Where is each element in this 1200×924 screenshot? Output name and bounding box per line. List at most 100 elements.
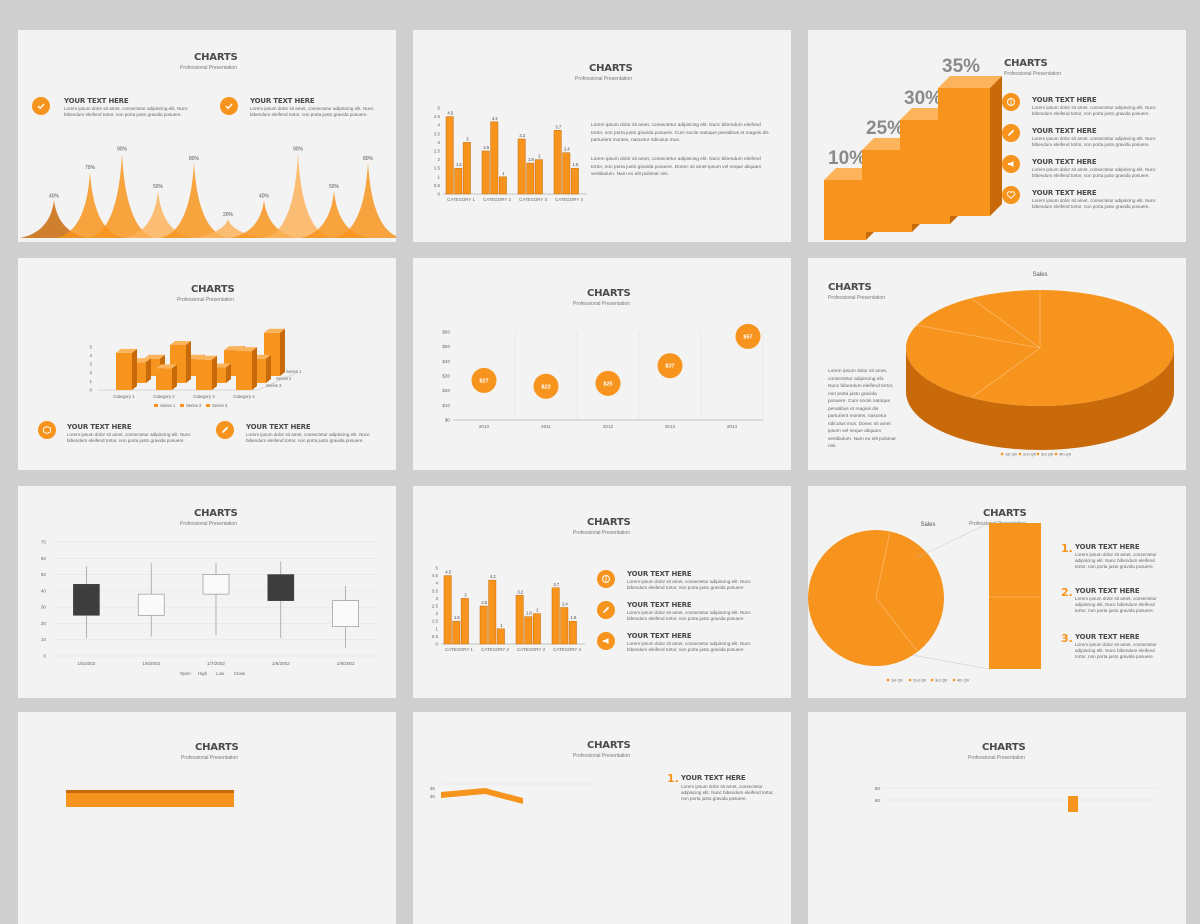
data-label: 1.8 (526, 611, 532, 616)
y-tick-label: 4 (89, 353, 92, 358)
bar-top (116, 348, 137, 353)
data-label: 3.2 (517, 589, 523, 594)
item-text: Lorem ipsum dolor sit amet, consectetur … (627, 579, 751, 590)
y-tick-label: 0 (89, 388, 92, 393)
item-heading: YOUR TEXT HERE (681, 774, 746, 782)
bubble (471, 367, 497, 393)
y-tick-label: $0 (445, 418, 451, 423)
area-peak (88, 153, 156, 238)
depth-label: Series 2 (276, 376, 292, 381)
bar (534, 159, 543, 195)
data-label: $23 (541, 384, 550, 390)
bar (562, 152, 571, 195)
candlestick-chart: 0 10 20 30 40 50 60 70 1/5/2002 1/6/2002 1/7/2002 1… (41, 540, 378, 676)
paragraph: Lorem ipsum dolor sit amet, consectetur … (828, 369, 896, 449)
x-tick-label: 1/7/2002 (207, 661, 225, 666)
slide-9[interactable]: CHARTS Professional Presentation Sales1s… (808, 486, 1186, 698)
x-tick-label: 2011 (541, 424, 551, 429)
x-tick-label: CATEGORY 4 (555, 197, 583, 202)
horizontal-bar (66, 790, 234, 807)
data-label: 1.5 (456, 162, 462, 167)
bar (452, 620, 461, 645)
bar (498, 176, 507, 195)
slide-subtitle: Professional Presentation (573, 530, 630, 536)
bar (568, 620, 577, 645)
data-label: 50% (153, 184, 164, 190)
slide-5[interactable]: CHARTS Professional Presentation $0 $10 $2… (413, 258, 791, 470)
slide-6[interactable]: CHARTS Professional Presentation Lorem i… (808, 258, 1186, 470)
slide-11[interactable]: CHARTS Professional Presentation 35 30 1.… (413, 712, 791, 924)
data-label: 2 (536, 608, 539, 613)
bar (551, 587, 560, 645)
y-tick-label: 1 (437, 174, 440, 179)
item-text: Lorem ipsum dolor sit amet, consectetur … (250, 106, 374, 117)
slide-2[interactable]: CHARTS Professional Presentation 0 0.5 1 1.… (413, 30, 791, 242)
data-label: 30% (904, 88, 942, 109)
legend-label: Series 1 (160, 403, 176, 408)
slide-12[interactable]: CHARTS Professional Presentation 80 60 (808, 712, 1186, 924)
y-tick-label: $20 (442, 388, 450, 393)
bar-side (266, 354, 271, 383)
y-tick-label: 3 (435, 596, 438, 601)
data-label: 4.5 (445, 570, 451, 575)
legend-label: 2nd Qtr (1023, 452, 1037, 457)
slide-subtitle: Professional Presentation (573, 753, 630, 759)
slide-10[interactable]: CHARTS Professional Presentation (18, 712, 396, 924)
slice-divider (875, 531, 891, 599)
x-tick-label: CATEGORY 1 (445, 647, 473, 652)
x-tick-label: 1/9/2002 (337, 661, 355, 666)
bar (445, 116, 454, 195)
bar (496, 628, 505, 645)
slide-4[interactable]: CHARTS Professional Presentation 0 1 2 3 4 5 C… (18, 258, 396, 470)
data-label: 3.7 (553, 582, 559, 587)
data-label: 4.2 (492, 116, 498, 121)
bar (532, 613, 541, 645)
pencil-icon (597, 601, 615, 619)
slide-title: CHARTS (194, 508, 238, 519)
slide-7[interactable]: CHARTS Professional Presentation 0 10 20 30… (18, 486, 396, 698)
legend-label: High (198, 671, 208, 676)
bar-segment (989, 523, 1041, 669)
item-text: Lorem ipsum dolor sit amet, consectetur … (246, 432, 370, 443)
x-tick-label: 2014 (727, 424, 738, 429)
item-heading: YOUR TEXT HERE (67, 423, 132, 431)
data-label: 3.2 (519, 133, 525, 138)
depth-label: Series 3 (266, 383, 282, 388)
box-front (938, 88, 990, 216)
candle-body (137, 593, 165, 616)
slide-8[interactable]: CHARTS Professional Presentation 0 0.5 1 1.… (413, 486, 791, 698)
y-tick-label: $30 (442, 374, 450, 379)
item-text: Lorem ipsum dolor sit amet, consectetur … (1032, 136, 1156, 147)
legend-label: 1st Qtr (1005, 452, 1018, 457)
slide-1[interactable]: CHARTS Professional Presentation YOUR TE… (18, 30, 396, 242)
y-tick-label: 10 (41, 637, 47, 642)
data-label: 2.5 (481, 600, 487, 605)
area-peak (56, 172, 124, 238)
slide-3[interactable]: 10% 25% 30% 35% CHARTS Professional Present… (808, 30, 1186, 242)
bar (116, 352, 132, 390)
x-tick-label: Category 2 (153, 394, 175, 399)
x-tick-label: Category 1 (113, 394, 135, 399)
slide-title: CHARTS (982, 742, 1026, 753)
slide-title: CHARTS (983, 508, 1027, 519)
number-1: 1. (667, 772, 679, 785)
item-text: Lorem ipsum dolor sit amet, consectetur … (681, 784, 774, 801)
y-tick-label: 0.5 (432, 634, 439, 639)
y-tick-label: $10 (442, 403, 450, 408)
y-tick-label: 0 (437, 192, 440, 197)
bar-side (212, 355, 217, 390)
data-label: 40% (49, 193, 60, 199)
bar (515, 595, 524, 645)
item-heading: YOUR TEXT HERE (1075, 587, 1140, 595)
legend-label: Series 2 (186, 403, 202, 408)
slide-title: CHARTS (589, 63, 633, 74)
bar (236, 351, 252, 390)
data-label: $25 (603, 381, 612, 387)
bar (560, 607, 569, 645)
bubble (657, 353, 683, 379)
y-tick-label: 60 (41, 556, 47, 561)
area-peak (230, 200, 298, 238)
legend-swatch (206, 404, 210, 407)
bar-top (236, 347, 257, 352)
x-tick-label: 2010 (479, 424, 490, 429)
